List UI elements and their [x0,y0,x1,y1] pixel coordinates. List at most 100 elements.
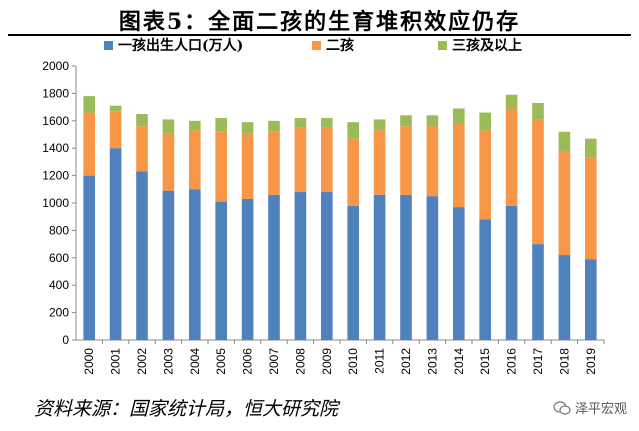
x-tick-label: 2004 [188,348,202,375]
y-tick-label: 1000 [42,196,69,210]
bar-segment [532,102,544,120]
bar-segment [558,255,571,340]
bar-segment [426,196,439,340]
bar-segment [109,105,122,112]
legend-swatch [104,41,113,50]
y-tick-label: 1400 [42,141,69,155]
watermark-text: 泽平宏观 [574,402,627,417]
chart-legend: 一孩出生人口(万人) 二孩 三孩及以上 [104,37,522,54]
x-tick-label: 2016 [505,348,519,375]
bar-segment [215,201,228,340]
x-tick-label: 2013 [425,348,439,375]
x-tick-label: 2018 [557,348,571,375]
bar-segment [320,118,333,128]
bar-segment [400,115,412,127]
legend-label: 三孩及以上 [452,37,522,54]
bar-segment [347,122,360,139]
bar-segment [347,138,360,206]
bar-segment [162,119,175,134]
x-tick-label: 2011 [373,348,387,374]
bar-segment [532,244,544,340]
y-tick-label: 200 [49,306,69,320]
legend-label: 二孩 [326,37,354,54]
bar-segment [136,171,148,340]
x-tick-label: 2006 [241,348,255,375]
bar-segment [109,111,122,149]
legend-swatch [438,41,447,50]
bar-segment [241,198,254,340]
bar-segment [268,131,280,195]
y-tick-label: 800 [49,223,69,237]
bar-segment [188,130,201,190]
x-tick-label: 2007 [267,348,281,375]
bar-segment [452,123,465,208]
bar-segment [452,207,465,340]
x-tick-label: 2012 [399,348,413,375]
chart-title: 图表5：全面二孩的生育堆积效应仍存 [118,9,521,35]
bar-segment [162,133,175,191]
x-tick-label: 2000 [82,348,96,375]
bar-segment [400,126,412,195]
bar-segment [347,205,360,340]
bar-segment [268,194,280,340]
bar-segment [558,150,571,256]
source-note: 资料来源：国家统计局，恒大研究院 [34,398,339,420]
bar-segment [479,219,492,340]
bar-segment [188,189,201,340]
bar-segment [479,130,492,220]
bar-segment [215,118,228,132]
x-tick-label: 2002 [135,348,149,375]
legend-swatch [312,41,321,50]
x-axis: 2000 2001 2002 2003 2004 2005 2006 2007 2008 2009… [76,339,605,375]
bar-segment [294,127,307,193]
bar-segment [505,108,518,206]
wechat-icon [553,400,571,415]
x-tick-label: 2019 [584,348,598,375]
x-tick-label: 2005 [214,348,228,375]
bar-segment [400,194,412,340]
bar-segment [188,120,201,131]
x-tick-label: 2001 [109,348,123,375]
bar-segment [584,138,597,158]
watermark: 泽平宏观 [553,398,627,417]
bar-segment [426,126,439,197]
legend-label: 一孩出生人口(万人) [118,37,243,54]
bar-segment [505,94,518,109]
bar-segment [136,113,148,127]
bar-segment [241,122,254,134]
bar-segment [294,192,307,340]
bar-segment [373,119,386,131]
y-tick-label: 600 [49,251,69,265]
bar-segment [426,115,439,127]
x-tick-label: 2015 [478,348,492,375]
y-tick-label: 1600 [42,114,69,128]
x-tick-label: 2008 [293,348,307,375]
bar-segment [294,118,307,128]
bar-segment [479,112,492,131]
bar-segment [83,175,96,340]
bar-segment [373,194,386,340]
y-axis: 0 200 400 600 800 1000 1200 1400 1600 1800 2000 [42,59,77,347]
y-tick-label: 2000 [42,59,69,73]
y-tick-label: 1200 [42,169,69,183]
y-tick-label: 1800 [42,86,69,100]
y-tick-label: 400 [49,278,69,292]
bar-segment [83,96,96,113]
bar-segment [241,133,254,199]
bar-segment [320,192,333,340]
x-tick-label: 2017 [531,348,545,375]
y-tick-label: 0 [62,333,69,347]
x-tick-label: 2003 [161,348,175,375]
bar-segment [162,190,175,340]
x-tick-label: 2014 [452,348,466,375]
bar-segment [452,108,465,124]
bar-segment [136,126,148,172]
bar-segment [584,157,597,260]
bar-segment [584,259,597,340]
bar-segment [109,148,122,340]
bar-segment [558,131,571,151]
bar-segment [505,205,518,340]
bar-segment [268,120,280,132]
x-tick-label: 2009 [320,348,334,375]
